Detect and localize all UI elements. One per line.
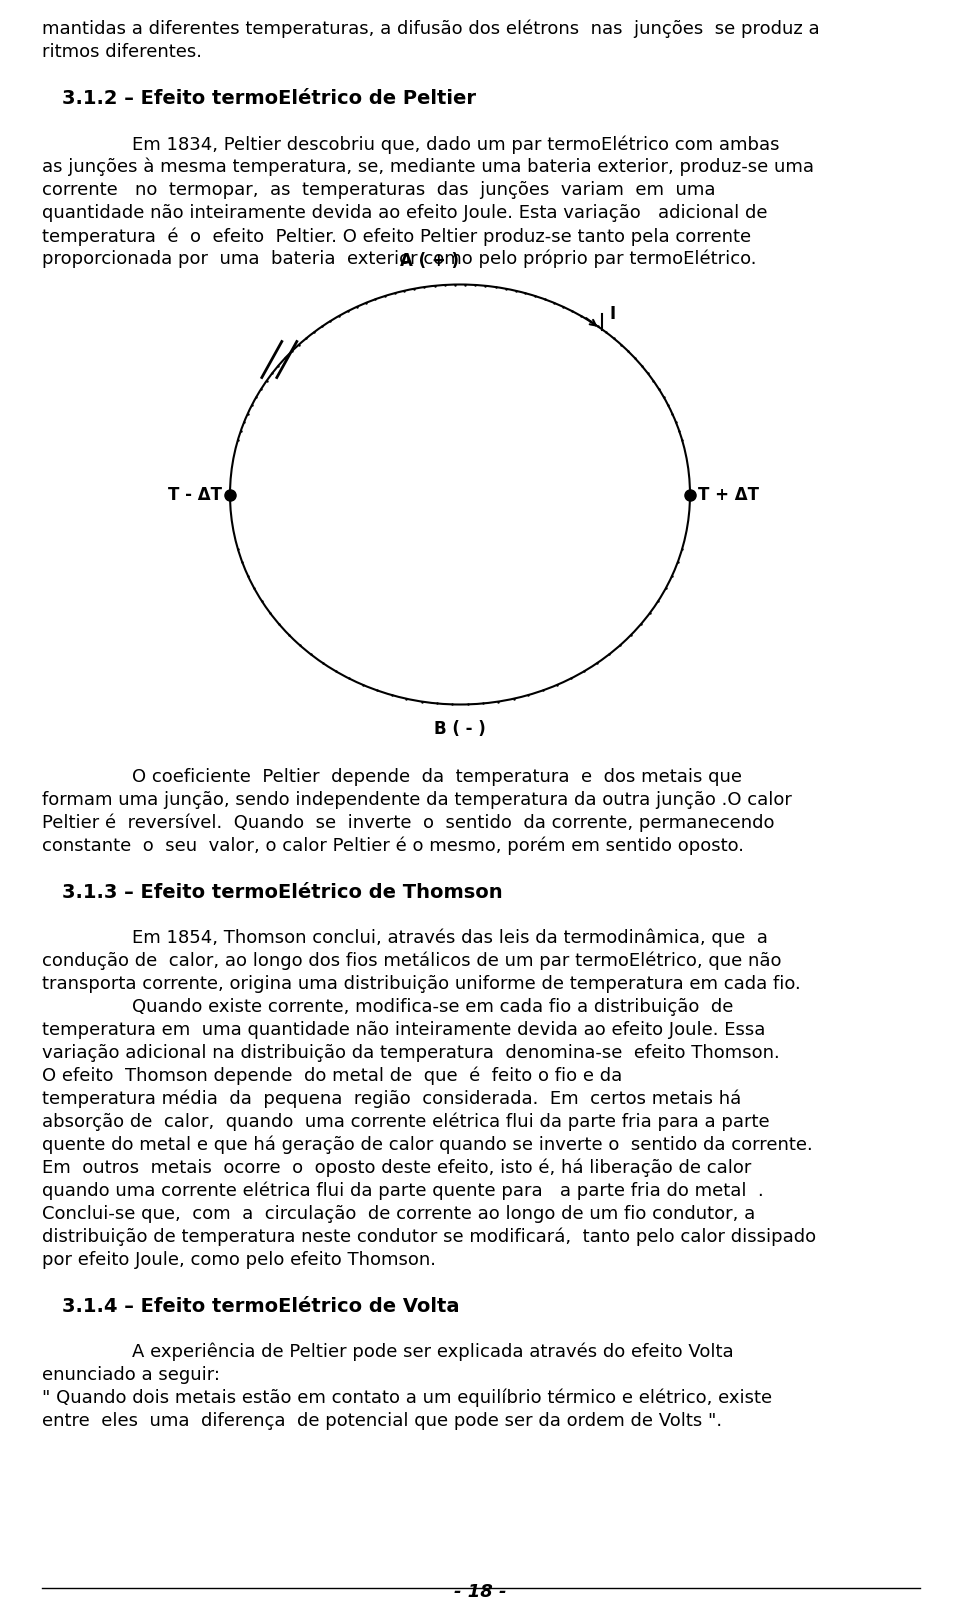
Text: Em  outros  metais  ocorre  o  oposto deste efeito, isto é, há liberação de calo: Em outros metais ocorre o oposto deste e… — [42, 1159, 752, 1177]
Text: " Quando dois metais estão em contato a um equilíbrio térmico e elétrico, existe: " Quando dois metais estão em contato a … — [42, 1390, 772, 1407]
Text: O coeficiente  Peltier  depende  da  temperatura  e  dos metais que: O coeficiente Peltier depende da tempera… — [132, 768, 742, 786]
Text: temperatura média  da  pequena  região  considerada.  Em  certos metais há: temperatura média da pequena região cons… — [42, 1089, 741, 1109]
Text: ritmos diferentes.: ritmos diferentes. — [42, 44, 202, 61]
Text: Quando existe corrente, modifica-se em cada fio a distribuição  de: Quando existe corrente, modifica-se em c… — [132, 997, 733, 1015]
Text: enunciado a seguir:: enunciado a seguir: — [42, 1365, 220, 1383]
Text: T + ΔT: T + ΔT — [698, 486, 759, 504]
Text: constante  o  seu  valor, o calor Peltier é o mesmo, porém em sentido oposto.: constante o seu valor, o calor Peltier é… — [42, 838, 744, 855]
Text: quantidade não inteiramente devida ao efeito Joule. Esta variação   adicional de: quantidade não inteiramente devida ao ef… — [42, 203, 767, 223]
Text: 3.1.2 – Efeito termoElétrico de Peltier: 3.1.2 – Efeito termoElétrico de Peltier — [62, 89, 476, 108]
Text: corrente   no  termopar,  as  temperaturas  das  junções  variam  em  uma: corrente no termopar, as temperaturas da… — [42, 181, 715, 199]
Text: O efeito  Thomson depende  do metal de  que  é  feito o fio e da: O efeito Thomson depende do metal de que… — [42, 1067, 622, 1085]
Text: temperatura  é  o  efeito  Peltier. O efeito Peltier produz-se tanto pela corren: temperatura é o efeito Peltier. O efeito… — [42, 228, 751, 245]
Text: absorção de  calor,  quando  uma corrente elétrica flui da parte fria para a par: absorção de calor, quando uma corrente e… — [42, 1114, 770, 1131]
Text: B ( - ): B ( - ) — [434, 720, 486, 738]
Text: mantidas a diferentes temperaturas, a difusão dos elétrons  nas  junções  se pro: mantidas a diferentes temperaturas, a di… — [42, 19, 820, 39]
Text: variação adicional na distribuição da temperatura  denomina-se  efeito Thomson.: variação adicional na distribuição da te… — [42, 1044, 780, 1062]
Text: Peltier é  reversível.  Quando  se  inverte  o  sentido  da corrente, permanecen: Peltier é reversível. Quando se inverte … — [42, 813, 775, 833]
Text: A ( + ): A ( + ) — [400, 252, 460, 270]
Text: quando uma corrente elétrica flui da parte quente para   a parte fria do metal  : quando uma corrente elétrica flui da par… — [42, 1181, 764, 1201]
Text: proporcionada por  uma  bateria  exterior como pelo próprio par termoElétrico.: proporcionada por uma bateria exterior c… — [42, 250, 756, 268]
Text: por efeito Joule, como pelo efeito Thomson.: por efeito Joule, como pelo efeito Thoms… — [42, 1251, 436, 1269]
Text: transporta corrente, origina uma distribuição uniforme de temperatura em cada fi: transporta corrente, origina uma distrib… — [42, 975, 801, 993]
Text: temperatura em  uma quantidade não inteiramente devida ao efeito Joule. Essa: temperatura em uma quantidade não inteir… — [42, 1022, 765, 1039]
Text: 3.1.3 – Efeito termoElétrico de Thomson: 3.1.3 – Efeito termoElétrico de Thomson — [62, 883, 503, 902]
Text: condução de  calor, ao longo dos fios metálicos de um par termoElétrico, que não: condução de calor, ao longo dos fios met… — [42, 952, 781, 970]
Text: entre  eles  uma  diferença  de potencial que pode ser da ordem de Volts ".: entre eles uma diferença de potencial qu… — [42, 1412, 722, 1430]
Text: distribuição de temperatura neste condutor se modificará,  tanto pelo calor diss: distribuição de temperatura neste condut… — [42, 1228, 816, 1246]
Text: T - ΔT: T - ΔT — [168, 486, 222, 504]
Text: I: I — [610, 305, 616, 323]
Text: formam uma junção, sendo independente da temperatura da outra junção .O calor: formam uma junção, sendo independente da… — [42, 791, 792, 809]
Text: as junções à mesma temperatura, se, mediante uma bateria exterior, produz-se uma: as junções à mesma temperatura, se, medi… — [42, 158, 814, 176]
Text: A experiência de Peltier pode ser explicada através do efeito Volta: A experiência de Peltier pode ser explic… — [132, 1343, 733, 1361]
Text: 3.1.4 – Efeito termoElétrico de Volta: 3.1.4 – Efeito termoElétrico de Volta — [62, 1298, 460, 1315]
Text: Conclui-se que,  com  a  circulação  de corrente ao longo de um fio condutor, a: Conclui-se que, com a circulação de corr… — [42, 1206, 756, 1223]
Text: - 18 -: - 18 - — [454, 1583, 506, 1601]
Text: Em 1834, Peltier descobriu que, dado um par termoElétrico com ambas: Em 1834, Peltier descobriu que, dado um … — [132, 136, 780, 153]
Text: quente do metal e que há geração de calor quando se inverte o  sentido da corren: quente do metal e que há geração de calo… — [42, 1136, 813, 1154]
Text: Em 1854, Thomson conclui, através das leis da termodinâmica, que  a: Em 1854, Thomson conclui, através das le… — [132, 930, 768, 947]
